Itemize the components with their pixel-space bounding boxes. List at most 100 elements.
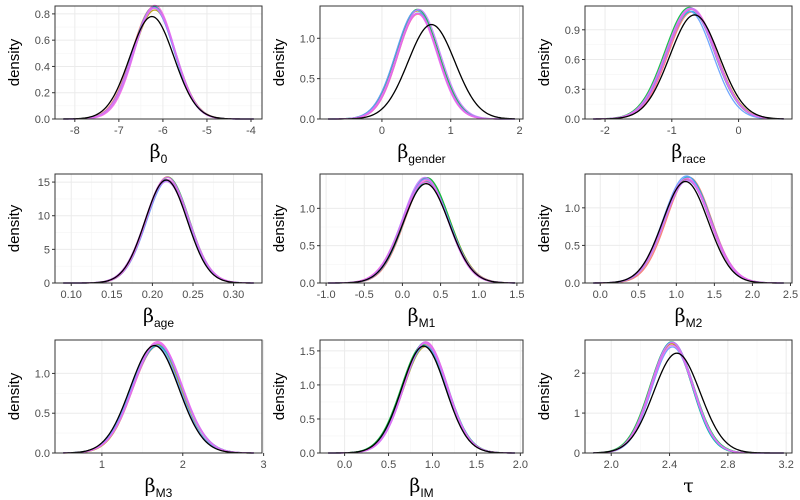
panel-bage-x-axis-subscript: age bbox=[154, 316, 174, 330]
panel-tau-x-tick-label: 2.0 bbox=[604, 459, 619, 471]
panel-bM3-border bbox=[54, 339, 263, 454]
panel-bM2-x-tick-label: 0.0 bbox=[593, 289, 608, 301]
panel-tau: 2.0 2.4 2.8 3.2 0 1 2 density τ bbox=[536, 339, 794, 497]
panel-bM1: -1.0 -0.5 0.0 0.5 1.0 1.5 0.0 0.5 1.0 density βM1 bbox=[271, 173, 525, 330]
panel-bIM-y-tick-label: 1.5 bbox=[300, 346, 315, 358]
panel-bage-x-tick-label: 0.30 bbox=[223, 289, 244, 301]
panel-brace-border bbox=[584, 5, 793, 120]
panel-tau-y-tick-label: 1 bbox=[574, 408, 580, 420]
panel-brace-chain-curve-8 bbox=[593, 8, 784, 120]
panel-bM3-x-axis-subscript: M3 bbox=[156, 486, 173, 500]
panel-bM1-y-axis-title: density bbox=[271, 204, 288, 252]
panel-b0-x-tick-label: -4 bbox=[246, 125, 256, 137]
panel-bgender-x-axis-symbol: β bbox=[397, 141, 408, 163]
panel-bage-x-tick-label: 0.15 bbox=[101, 289, 122, 301]
panel-bM1-x-tick-label: 0.5 bbox=[433, 289, 448, 301]
panel-bage-border bbox=[54, 173, 263, 284]
panel-bM1-y-tick-label: 0.0 bbox=[300, 278, 315, 290]
panel-bIM-border bbox=[319, 339, 524, 454]
panel-bage-x-tick-label: 0.10 bbox=[61, 289, 82, 301]
panel-brace-reference-curve bbox=[593, 14, 784, 120]
panel-bM3-y-tick-label: 1.0 bbox=[35, 368, 50, 380]
panel-brace-x-axis-subscript: race bbox=[682, 152, 706, 166]
panel-bgender-y-tick-label: 0.5 bbox=[300, 74, 315, 86]
panel-bM3-background bbox=[55, 340, 262, 453]
panel-bM1-x-tick-label: 0.0 bbox=[395, 289, 410, 301]
panel-b0-x-axis-title: β0 bbox=[150, 141, 168, 166]
panel-b0-y-tick-label: 0.8 bbox=[35, 9, 50, 21]
panel-bgender-y-tick-label: 1.0 bbox=[300, 33, 315, 45]
panel-bM3-reference-curve bbox=[63, 344, 254, 454]
panel-brace-y-tick-label: 0.6 bbox=[565, 55, 580, 67]
panel-b0-y-tick-label: 0.4 bbox=[35, 61, 50, 73]
panel-tau-background bbox=[585, 340, 792, 453]
panel-bM3-x-axis-title: βM3 bbox=[145, 475, 173, 500]
panel-bage-background bbox=[55, 174, 262, 283]
panel-bM2-x-tick-label: 2.5 bbox=[783, 289, 798, 301]
panel-bM1-y-tick-label: 1.0 bbox=[300, 203, 315, 215]
panel-bM2-reference-curve bbox=[593, 180, 784, 284]
panel-bIM-y-axis-title: density bbox=[271, 372, 288, 420]
panel-bIM-x-tick-label: 0.5 bbox=[381, 459, 396, 471]
panel-bgender-x-tick-label: 2 bbox=[516, 125, 522, 137]
panel-tau-x-tick-label: 3.2 bbox=[779, 459, 794, 471]
panel-b0-reference-curve bbox=[63, 15, 254, 120]
panel-bM1-x-tick-label: -1.0 bbox=[317, 289, 336, 301]
panel-bIM-x-tick-label: 2.0 bbox=[513, 459, 528, 471]
panel-brace-y-tick-label: 0.0 bbox=[565, 114, 580, 126]
panel-bM1-border bbox=[319, 173, 524, 284]
panel-b0-x-axis-subscript: 0 bbox=[161, 152, 168, 166]
panel-bgender-x-tick-label: 0 bbox=[379, 125, 385, 137]
panel-bM3-x-axis-symbol: β bbox=[145, 475, 156, 497]
panel-bIM-y-tick-label: 1.0 bbox=[300, 380, 315, 392]
panel-b0-y-tick-label: 0.0 bbox=[35, 114, 50, 126]
panel-tau-x-axis-title: τ bbox=[683, 475, 694, 497]
panel-bM2-x-axis-symbol: β bbox=[675, 305, 686, 327]
panel-b0-x-tick-label: -5 bbox=[202, 125, 212, 137]
panel-bage-x-axis-title: βage bbox=[143, 305, 174, 330]
panel-bgender-x-axis-subscript: gender bbox=[408, 152, 445, 166]
panel-tau-y-tick-label: 0 bbox=[574, 448, 580, 460]
panel-b0: -8 -7 -6 -5 -4 0.0 0.2 0.4 0.6 0.8 density β0 bbox=[6, 4, 263, 166]
panel-bM2-y-tick-label: 0.0 bbox=[565, 278, 580, 290]
panel-bM1-y-tick-label: 0.5 bbox=[300, 241, 315, 253]
panel-bM1-x-tick-label: -0.5 bbox=[355, 289, 374, 301]
panel-bIM-y-tick-label: 0.5 bbox=[300, 414, 315, 426]
panel-bM3-y-tick-label: 0.5 bbox=[35, 408, 50, 420]
panel-b0-border bbox=[54, 5, 263, 120]
panel-bM2-x-axis-subscript: M2 bbox=[686, 316, 703, 330]
panel-tau-x-tick-label: 2.4 bbox=[662, 459, 677, 471]
panel-bM1-x-tick-label: 1.0 bbox=[471, 289, 486, 301]
panel-bIM-x-tick-label: 0.0 bbox=[337, 459, 352, 471]
panel-bM2-border bbox=[584, 173, 793, 284]
panel-brace-x-axis-title: βrace bbox=[671, 141, 706, 166]
panel-brace-x-tick-label: -2 bbox=[600, 125, 610, 137]
panel-b0-y-axis-title: density bbox=[6, 38, 23, 86]
panel-brace-background bbox=[585, 6, 792, 119]
panel-bIM-y-tick-label: 0.0 bbox=[300, 448, 315, 460]
panel-bgender-background bbox=[320, 6, 523, 119]
panel-bage: 0.10 0.15 0.20 0.25 0.30 0 5 10 15 density βage bbox=[6, 173, 263, 330]
panel-bM3: 1 2 3 0.0 0.5 1.0 density βM3 bbox=[6, 339, 267, 500]
panel-bM2-x-tick-label: 1.5 bbox=[707, 289, 722, 301]
panel-bIM-x-tick-label: 1.0 bbox=[425, 459, 440, 471]
panel-bIM-x-axis-symbol: β bbox=[409, 475, 420, 497]
panel-bM3-y-axis-title: density bbox=[6, 372, 23, 420]
panel-tau-border bbox=[584, 339, 793, 454]
panel-bage-y-tick-label: 10 bbox=[38, 211, 50, 223]
panel-brace: -2 -1 0 0.0 0.3 0.6 0.9 density βrace bbox=[536, 5, 793, 166]
panel-bM3-chain-curve-8 bbox=[63, 342, 254, 454]
panel-bgender-y-axis-title: density bbox=[271, 38, 288, 86]
panel-bM2-x-tick-label: 0.5 bbox=[631, 289, 646, 301]
panel-brace-x-tick-label: 0 bbox=[736, 125, 742, 137]
panel-bM2-x-tick-label: 2.0 bbox=[745, 289, 760, 301]
panel-bage-x-axis-symbol: β bbox=[143, 305, 154, 327]
panel-bM3-x-tick-label: 3 bbox=[261, 459, 267, 471]
panel-bM1-x-axis-title: βM1 bbox=[408, 305, 436, 330]
panel-bgender-x-tick-label: 1 bbox=[448, 125, 454, 137]
panel-bM3-x-tick-label: 2 bbox=[180, 459, 186, 471]
panel-bIM-x-axis-subscript: IM bbox=[420, 486, 433, 500]
panel-bage-y-tick-label: 15 bbox=[38, 177, 50, 189]
panel-bgender: 0 1 2 0.0 0.5 1.0 density βgender bbox=[271, 5, 524, 166]
